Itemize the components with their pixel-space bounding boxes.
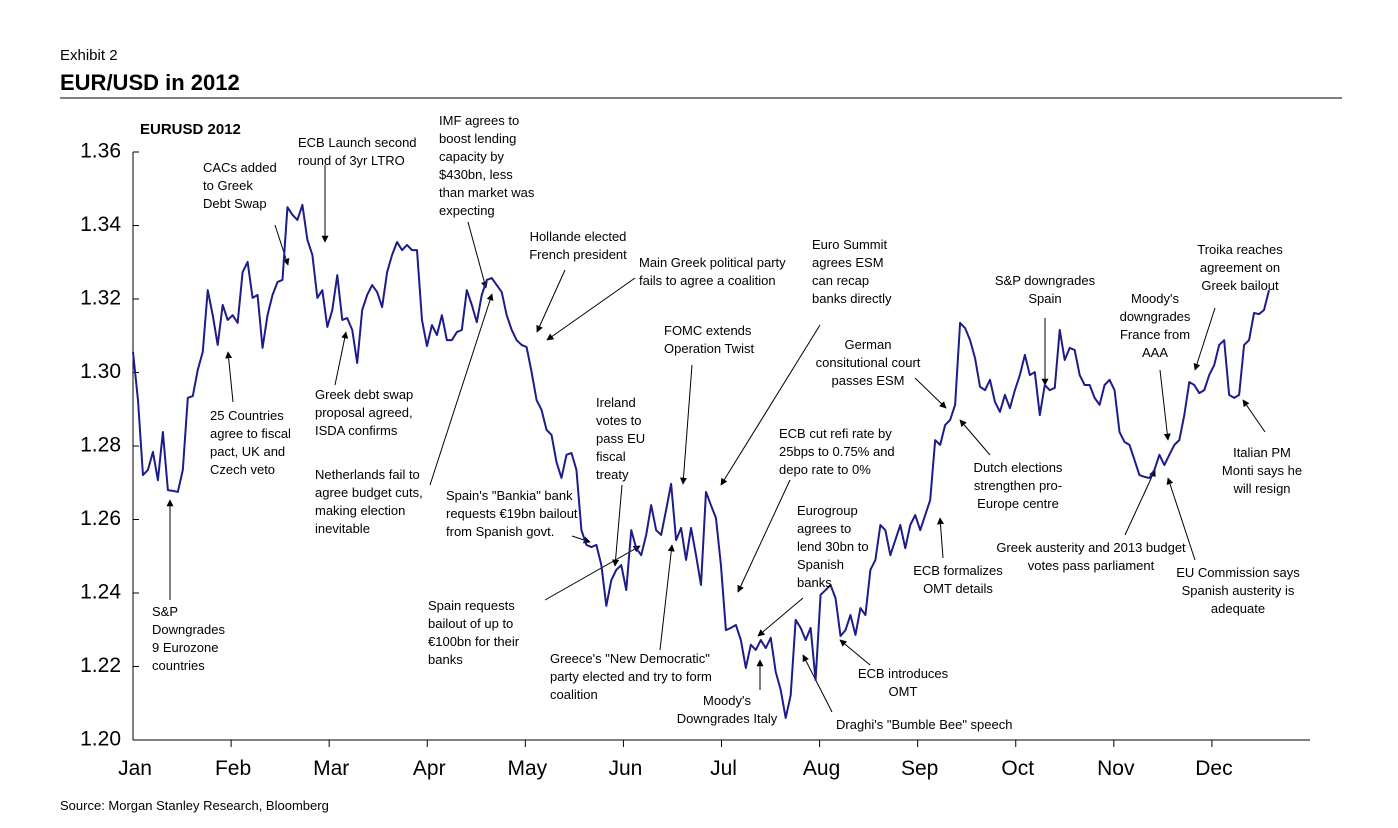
annotation-arrow <box>659 544 675 651</box>
annotation-arrow <box>679 364 693 485</box>
annotation-arrow <box>467 221 488 289</box>
x-tick-label: Sep <box>901 757 938 780</box>
annotation: Main Greek political party fails to agre… <box>639 255 786 288</box>
annotation-arrow <box>571 535 591 544</box>
annotation: Greek austerity and 2013 budget votes pa… <box>996 540 1186 573</box>
x-tick-label: Jun <box>608 757 642 780</box>
annotation: ECB Launch second round of 3yr LTRO <box>298 135 417 168</box>
x-tick-label: May <box>507 757 547 780</box>
annotation-arrow <box>802 654 833 713</box>
annotation: Greek debt swap proposal agreed, ISDA co… <box>315 387 414 438</box>
annotation: Moody's downgrades France from AAA <box>1119 291 1191 360</box>
annotation-arrow <box>546 277 636 341</box>
annotation: ECB formalizes OMT details <box>913 563 1003 596</box>
annotation: EU Commission says Spanish austerity is … <box>1176 565 1300 616</box>
annotation-arrow <box>612 484 623 567</box>
annotation: S&P downgrades Spain <box>994 273 1096 306</box>
x-tick-label: Jan <box>118 757 152 780</box>
annotation-arrow <box>959 419 991 456</box>
annotation-arrow <box>429 293 494 486</box>
annotation: Moody's Downgrades Italy <box>676 693 778 726</box>
annotation-arrow <box>536 269 566 333</box>
x-tick-label: Feb <box>215 757 251 780</box>
source: Source: Morgan Stanley Research, Bloombe… <box>60 798 329 813</box>
x-tick-label: Oct <box>1001 757 1034 780</box>
annotation-arrow <box>225 351 234 403</box>
annotation-arrow <box>757 597 804 637</box>
x-tick-label: Jul <box>710 757 737 780</box>
annotation-arrow <box>334 331 349 386</box>
annotation-arrow <box>274 224 290 266</box>
annotation: Eurogroup agrees to lend 30bn to Spanish… <box>797 503 869 590</box>
annotation: Troika reaches agreement on Greek bailou… <box>1197 242 1283 293</box>
annotation-arrow <box>936 517 944 559</box>
price-line <box>132 203 1270 719</box>
annotation-arrow <box>1166 477 1196 561</box>
annotation-arrow <box>720 324 821 486</box>
annotation: IMF agrees to boost lending capacity by … <box>439 113 535 218</box>
y-tick-label: 1.34 <box>80 213 121 236</box>
annotation: Italian PM Monti says he will resign <box>1221 445 1303 496</box>
x-tick-label: Aug <box>803 757 840 780</box>
x-tick-label: Apr <box>413 757 446 780</box>
y-tick-label: 1.26 <box>80 507 121 530</box>
annotation-arrow <box>737 479 791 593</box>
annotation-arrow <box>1193 307 1216 371</box>
annotation: 25 Countries agree to fiscal pact, UK an… <box>210 408 291 477</box>
annotation-arrow <box>1124 469 1156 536</box>
x-tick-label: Nov <box>1097 757 1135 780</box>
y-tick-label: 1.32 <box>80 287 121 310</box>
annotation: Greece's "New Democratic" party elected … <box>550 651 712 702</box>
annotation: Hollande elected French president <box>529 229 627 262</box>
y-tick-label: 1.20 <box>80 728 121 751</box>
annotation: Dutch elections strengthen pro- Europe c… <box>973 460 1063 511</box>
series-label: EURUSD 2012 <box>140 121 241 138</box>
annotation: Spain requests bailout of up to €100bn f… <box>428 598 520 667</box>
annotation: Ireland votes to pass EU fiscal treaty <box>596 395 646 482</box>
annotation: German consitutional court passes ESM <box>815 337 921 388</box>
annotation: ECB introduces OMT <box>857 666 949 699</box>
annotation-arrow <box>914 377 947 409</box>
annotation: CACs added to Greek Debt Swap <box>203 160 277 211</box>
exhibit-label: Exhibit 2 <box>60 47 118 64</box>
annotation: Netherlands fail to agree budget cuts, m… <box>315 467 423 536</box>
annotation-arrow <box>839 639 871 666</box>
annotation-arrow <box>1242 399 1266 433</box>
annotation: ECB cut refi rate by 25bps to 0.75% and … <box>779 426 895 477</box>
x-tick-label: Dec <box>1195 757 1232 780</box>
annotation: Draghi's "Bumble Bee" speech <box>836 717 1013 732</box>
annotation-arrow <box>1159 369 1171 441</box>
title: EUR/USD in 2012 <box>60 70 240 95</box>
annotation: Euro Summit agrees ESM can recap banks d… <box>812 237 892 306</box>
annotation: Spain's "Bankia" bank requests €19bn bai… <box>446 488 578 539</box>
y-tick-label: 1.28 <box>80 434 121 457</box>
y-tick-label: 1.30 <box>80 360 121 383</box>
x-tick-label: Mar <box>313 757 349 780</box>
y-tick-label: 1.36 <box>80 140 121 163</box>
y-tick-label: 1.22 <box>80 654 121 677</box>
annotation: FOMC extends Operation Twist <box>664 323 755 356</box>
annotation: S&P Downgrades 9 Eurozone countries <box>152 604 225 673</box>
annotation-arrow <box>544 545 641 601</box>
y-tick-label: 1.24 <box>80 581 121 604</box>
